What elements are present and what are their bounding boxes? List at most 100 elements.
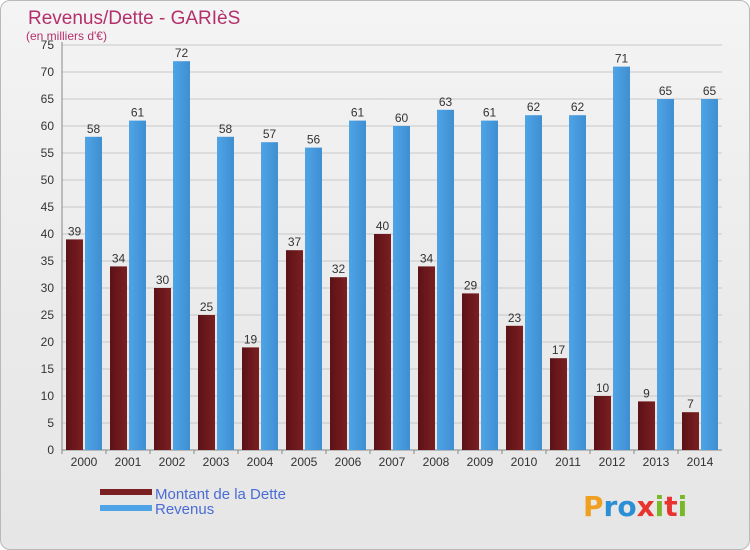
bar-revenus-2003 <box>217 136 234 451</box>
data-label-dette-2003: 25 <box>200 300 214 314</box>
data-label-revenus-2001: 61 <box>131 106 145 120</box>
data-label-dette-2009: 29 <box>464 278 478 292</box>
y-tick-label-15: 15 <box>41 362 55 376</box>
x-tick-label-2003: 2003 <box>203 455 230 469</box>
bar-revenus-2000 <box>85 136 102 451</box>
bar-revenus-2009 <box>481 120 498 450</box>
data-label-revenus-2000: 58 <box>87 122 101 136</box>
bar-dette-2003 <box>198 315 215 450</box>
plot-area: 0 5 10 15 20 25 30 35 40 45 50 55 60 65 70 75 2000 39 58 20… <box>41 38 722 469</box>
bar-dette-2006 <box>330 277 347 450</box>
y-tick-label-70: 70 <box>41 65 55 79</box>
x-tick-label-2006: 2006 <box>335 455 362 469</box>
data-label-dette-2002: 30 <box>156 273 170 287</box>
bar-dette-2002 <box>154 288 171 450</box>
x-tick-label-2012: 2012 <box>599 455 626 469</box>
data-label-dette-2006: 32 <box>332 262 346 276</box>
x-tick-label-2007: 2007 <box>379 455 406 469</box>
y-tick-label-20: 20 <box>41 335 55 349</box>
x-tick-label-2013: 2013 <box>643 455 670 469</box>
x-tick-label-2011: 2011 <box>555 455 581 469</box>
y-tick-label-5: 5 <box>47 416 54 430</box>
bar-dette-2000 <box>66 239 83 450</box>
chart-subtitle: (en milliers d'€) <box>26 29 107 43</box>
data-label-revenus-2005: 56 <box>307 133 321 147</box>
logo-letter-6: i <box>678 490 688 523</box>
y-tick-label-75: 75 <box>41 38 55 52</box>
data-label-dette-2000: 39 <box>68 224 82 238</box>
y-tick-label-45: 45 <box>41 200 55 214</box>
bar-revenus-2012 <box>613 66 630 450</box>
logo-letter-0: P <box>583 490 604 523</box>
x-tick-label-2005: 2005 <box>291 455 318 469</box>
logo-letter-3: x <box>637 490 655 523</box>
bar-dette-2011 <box>550 358 567 450</box>
logo-letter-5: t <box>664 490 677 523</box>
x-tick-label-2008: 2008 <box>423 455 450 469</box>
data-label-dette-2005: 37 <box>288 235 302 249</box>
y-tick-label-25: 25 <box>41 308 55 322</box>
y-tick-label-55: 55 <box>41 146 55 160</box>
legend-swatch-dette <box>100 489 152 495</box>
legend: Montant de la Dette Revenus <box>100 486 286 518</box>
data-label-dette-2008: 34 <box>420 251 434 265</box>
bar-dette-2007 <box>374 234 391 450</box>
data-label-revenus-2014: 65 <box>703 84 717 98</box>
y-tick-label-40: 40 <box>41 227 55 241</box>
bar-dette-2014 <box>682 412 699 450</box>
data-label-revenus-2006: 61 <box>351 106 365 120</box>
legend-swatch-revenus <box>100 505 152 511</box>
x-tick-label-2000: 2000 <box>71 455 98 469</box>
bar-revenus-2010 <box>525 115 542 450</box>
y-tick-label-0: 0 <box>47 443 54 457</box>
data-label-dette-2004: 19 <box>244 332 258 346</box>
x-tick-label-2014: 2014 <box>687 455 714 469</box>
data-label-revenus-2003: 58 <box>219 122 233 136</box>
logo-text: Proxiti <box>583 490 687 523</box>
legend-label-dette: Montant de la Dette <box>155 486 286 503</box>
x-tick-label-2009: 2009 <box>467 455 494 469</box>
data-label-revenus-2008: 63 <box>439 95 453 109</box>
bar-dette-2008 <box>418 266 435 450</box>
bar-dette-2004 <box>242 347 259 450</box>
bar-revenus-2002 <box>173 61 190 450</box>
legend-label-revenus: Revenus <box>155 501 214 518</box>
logo-letter-4: i <box>655 490 665 523</box>
bar-revenus-2001 <box>129 120 146 450</box>
bar-dette-2001 <box>110 266 127 450</box>
logo-letter-1: r <box>604 490 618 523</box>
data-label-dette-2013: 9 <box>643 386 650 400</box>
y-tick-label-60: 60 <box>41 119 55 133</box>
data-label-revenus-2011: 62 <box>571 100 585 114</box>
bar-dette-2009 <box>462 293 479 450</box>
proxiti-logo: Proxiti <box>583 490 687 523</box>
bar-revenus-2007 <box>393 126 410 450</box>
x-tick-label-2010: 2010 <box>511 455 538 469</box>
data-label-revenus-2002: 72 <box>175 46 189 60</box>
x-tick-label-2002: 2002 <box>159 455 186 469</box>
bar-dette-2013 <box>638 401 655 450</box>
data-label-dette-2001: 34 <box>112 251 126 265</box>
chart-title: Revenus/Dette - GARIèS <box>28 8 240 29</box>
y-tick-label-50: 50 <box>41 173 55 187</box>
data-label-revenus-2004: 57 <box>263 127 277 141</box>
y-tick-label-35: 35 <box>41 254 55 268</box>
data-label-revenus-2012: 71 <box>615 52 629 66</box>
data-label-dette-2010: 23 <box>508 311 522 325</box>
data-label-revenus-2007: 60 <box>395 111 409 125</box>
logo-letter-2: o <box>617 490 636 523</box>
bar-dette-2005 <box>286 250 303 450</box>
data-label-dette-2007: 40 <box>376 219 390 233</box>
data-label-revenus-2009: 61 <box>483 106 497 120</box>
x-tick-label-2001: 2001 <box>115 455 142 469</box>
y-tick-label-30: 30 <box>41 281 55 295</box>
data-label-dette-2011: 17 <box>552 343 566 357</box>
bar-dette-2012 <box>594 396 611 450</box>
data-label-revenus-2013: 65 <box>659 84 673 98</box>
bar-revenus-2008 <box>437 109 454 451</box>
bar-revenus-2011 <box>569 115 586 450</box>
data-label-revenus-2010: 62 <box>527 100 541 114</box>
bar-revenus-2006 <box>349 120 366 450</box>
bar-revenus-2013 <box>657 99 674 450</box>
